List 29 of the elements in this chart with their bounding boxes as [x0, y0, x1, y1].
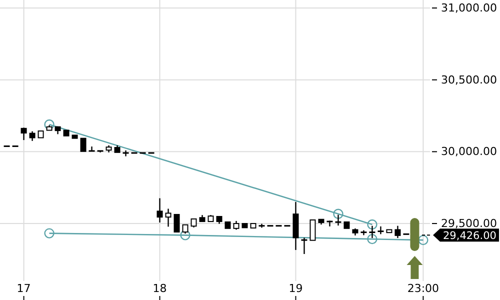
x-tick-label: 18: [152, 282, 167, 295]
candlestick: [326, 220, 334, 227]
candlestick: [122, 150, 130, 157]
y-tick-label: 29,500.00: [441, 217, 497, 230]
point: [367, 219, 378, 230]
point: [333, 208, 344, 219]
y-tick-label: 31,000.00: [441, 2, 497, 15]
y-tick-label: 30,500.00: [441, 73, 497, 86]
point: [180, 230, 190, 240]
candlestick: [394, 225, 401, 239]
y-tick-label: 30,000.00: [441, 145, 497, 158]
candlestick: [310, 219, 316, 241]
candlestick: [174, 214, 180, 233]
candlestick: [156, 198, 163, 224]
ref-line-label: 29,426.00: [443, 230, 496, 242]
point: [418, 234, 428, 246]
candlestick: [20, 127, 27, 141]
x-tick-label: 19: [288, 282, 303, 295]
x-tick-label: 17: [16, 282, 31, 295]
candlestick: [165, 208, 172, 228]
candlestick: [300, 237, 308, 255]
candlestick: [80, 138, 86, 152]
point: [44, 228, 54, 238]
candlestick: [292, 201, 299, 251]
point: [44, 119, 54, 130]
candlestick: [376, 226, 384, 235]
candlestick: [88, 146, 96, 152]
x-tick-label: 23:00: [407, 282, 440, 295]
candlestick: [29, 130, 36, 142]
